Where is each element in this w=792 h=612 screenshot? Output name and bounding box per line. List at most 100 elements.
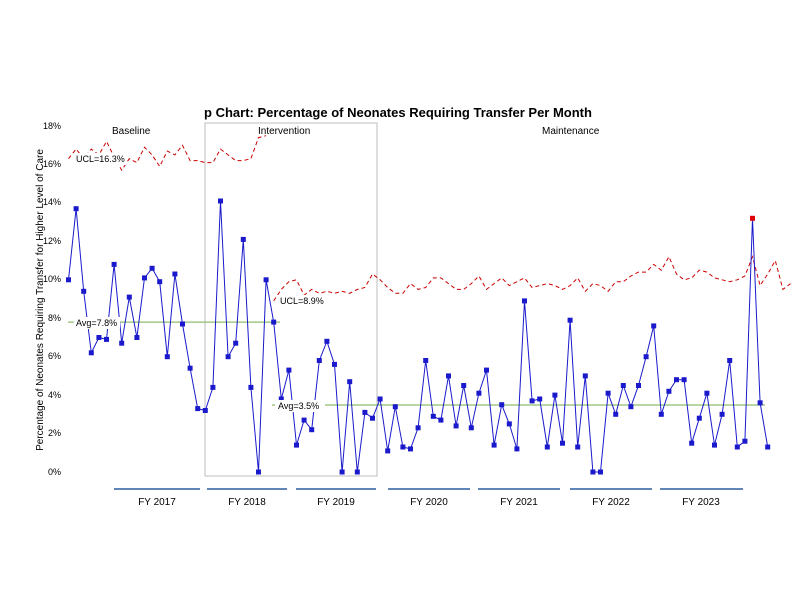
data-point <box>157 279 163 285</box>
y-tick-label: 6% <box>48 351 61 361</box>
data-point <box>286 367 292 373</box>
data-point <box>278 396 284 402</box>
fiscal-year-axis: FY 2017 FY 2018 FY 2019 FY 2020 FY 2021 … <box>114 488 743 508</box>
ucl-line <box>273 255 791 302</box>
annotation-avg-baseline: Avg=7.8% <box>74 317 120 329</box>
data-point <box>104 336 109 342</box>
phase-label-maintenance: Maintenance <box>542 126 600 137</box>
data-point <box>339 469 345 475</box>
data-point <box>316 358 322 363</box>
data-point <box>742 438 748 444</box>
data-point <box>73 206 79 212</box>
data-point <box>233 340 239 346</box>
ucl-baseline-label: UCL=16.3% <box>76 154 125 164</box>
percentage-series <box>66 198 771 475</box>
data-point <box>628 404 634 410</box>
data-point <box>271 319 277 325</box>
data-point <box>529 398 535 404</box>
data-point <box>461 383 467 388</box>
y-tick-label: 18% <box>43 121 61 131</box>
data-point <box>643 354 649 360</box>
phase-label-baseline: Baseline <box>112 126 151 137</box>
data-point <box>392 404 398 410</box>
intervention-box <box>204 122 378 477</box>
data-point <box>180 321 185 327</box>
data-point <box>202 408 208 413</box>
data-point <box>719 411 725 417</box>
data-point <box>423 358 429 363</box>
data-point <box>164 354 170 360</box>
data-point <box>430 413 436 419</box>
y-axis-label: Percentage of Neonates Requiring Transfe… <box>35 149 46 451</box>
data-point <box>142 275 147 281</box>
percentage-line <box>68 200 769 473</box>
y-tick-label: 8% <box>48 313 61 323</box>
data-point <box>446 373 451 379</box>
fy-label: FY 2020 <box>410 497 448 508</box>
y-axis-ticks: 0% 2% 4% 6% 8% 10% 12% 14% 16% 18% <box>43 121 61 477</box>
data-point <box>370 415 375 421</box>
fy-label: FY 2019 <box>317 497 355 508</box>
data-point <box>757 400 763 406</box>
data-point <box>491 442 497 448</box>
annotation-avg-post: Avg=3.5% <box>275 400 325 412</box>
fy-label: FY 2017 <box>138 497 176 508</box>
chart-title: p Chart: Percentage of Neonates Requirin… <box>204 105 592 120</box>
phase-label-intervention: Intervention <box>258 126 310 137</box>
data-point <box>187 365 193 371</box>
data-point <box>88 350 94 356</box>
data-point <box>499 402 505 408</box>
data-point <box>195 406 201 412</box>
data-point <box>522 298 527 304</box>
data-point <box>119 340 125 346</box>
data-point <box>590 469 596 475</box>
data-point <box>712 442 717 448</box>
annotation-ucl-post: UCL=8.9% <box>277 295 327 307</box>
data-point-out-of-control <box>750 215 755 221</box>
data-point <box>172 271 178 277</box>
data-point <box>613 411 619 417</box>
data-point <box>704 390 710 396</box>
annotation-ucl-baseline: UCL=16.3% <box>74 153 126 165</box>
data-point <box>377 396 383 402</box>
data-point <box>620 383 626 388</box>
data-point <box>210 384 216 390</box>
data-point <box>552 392 558 398</box>
data-point <box>506 421 512 427</box>
data-point <box>537 396 543 402</box>
data-point <box>149 265 155 271</box>
data-point <box>765 444 771 450</box>
data-point <box>727 358 733 363</box>
data-point <box>575 444 581 450</box>
data-point <box>263 277 269 283</box>
data-point <box>81 288 87 294</box>
data-point <box>400 444 406 450</box>
data-point <box>415 425 421 431</box>
data-point <box>218 198 223 204</box>
data-point <box>248 384 254 390</box>
data-point <box>636 383 641 388</box>
fy-label: FY 2018 <box>228 497 266 508</box>
data-point <box>666 388 672 394</box>
y-tick-label: 12% <box>43 236 61 246</box>
data-point <box>126 294 132 300</box>
data-point <box>408 446 413 452</box>
data-point <box>689 440 695 446</box>
data-point <box>309 427 315 433</box>
data-point <box>438 417 444 423</box>
data-point <box>347 379 353 385</box>
data-point <box>66 277 71 283</box>
avg-baseline-label: Avg=7.8% <box>76 318 117 328</box>
data-point <box>294 442 299 448</box>
y-tick-label: 16% <box>43 159 61 169</box>
data-point <box>514 446 520 452</box>
data-point <box>582 373 588 379</box>
data-point <box>734 444 740 450</box>
data-point <box>354 469 360 475</box>
data-point <box>651 323 657 329</box>
data-point <box>681 377 687 383</box>
data-point <box>256 469 261 475</box>
ucl-post-label: UCL=8.9% <box>280 296 324 306</box>
ucl-line <box>68 135 267 172</box>
